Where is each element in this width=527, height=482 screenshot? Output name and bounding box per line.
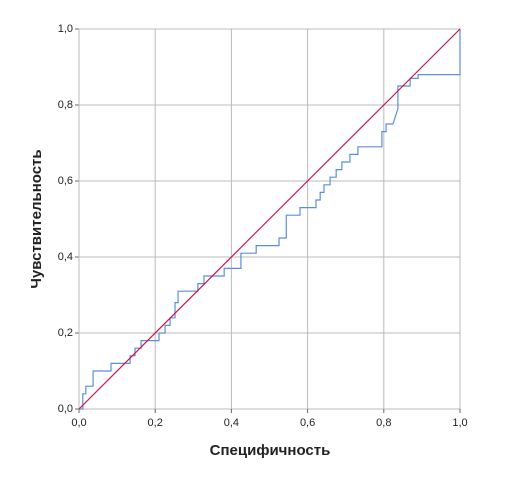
- y-tick-label: 0,2: [58, 327, 73, 339]
- x-axis-title: Специфичность: [210, 442, 331, 459]
- y-tick-label: 0,4: [58, 251, 73, 263]
- y-tick-label: 1,0: [58, 23, 73, 35]
- series-line: [79, 29, 461, 410]
- y-axis-title: Чувствительность: [28, 149, 45, 288]
- x-tick-label: 0,4: [224, 417, 239, 429]
- x-tick-label: 0,8: [376, 417, 391, 429]
- x-tick-label: 0,2: [148, 417, 163, 429]
- x-tick-label: 0,6: [300, 417, 315, 429]
- x-tick-label: 1,0: [452, 417, 467, 429]
- y-tick-label: 0,0: [58, 403, 73, 415]
- y-tick-label: 0,6: [58, 175, 73, 187]
- x-tick-label: 0,0: [71, 417, 86, 429]
- y-tick-label: 0,8: [58, 99, 73, 111]
- series-line: [78, 28, 461, 410]
